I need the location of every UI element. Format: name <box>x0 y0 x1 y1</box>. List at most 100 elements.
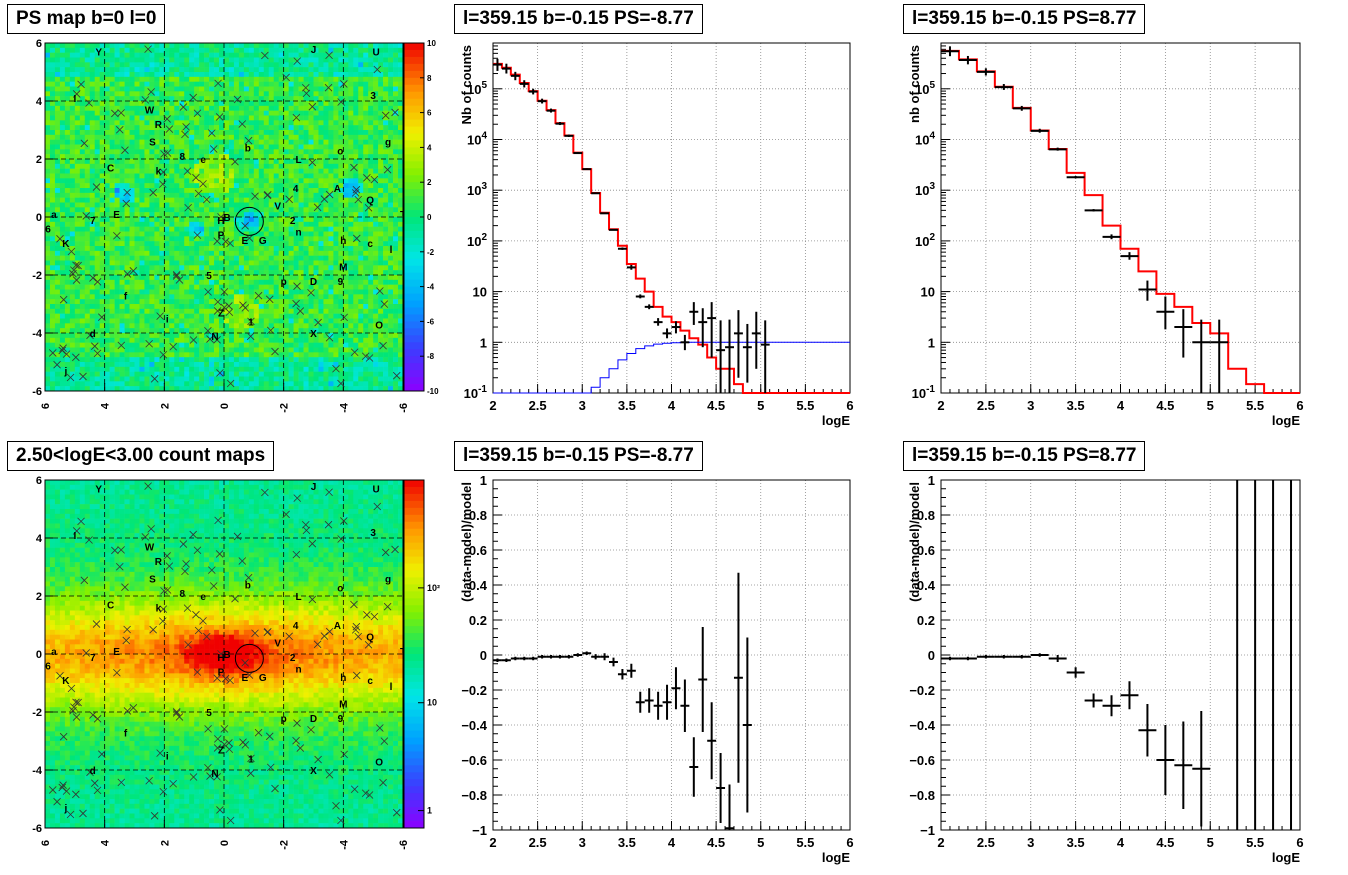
count-map-source-label: 9 <box>338 714 344 725</box>
spectrum-mid-x-tick-label: 4.5 <box>707 398 725 413</box>
count-map-source-cross <box>144 482 152 490</box>
ps-map-colorbar-label: 4 <box>427 143 432 152</box>
count-map-source-label: D <box>310 714 317 725</box>
residual-right-y-tick-label: 0.4 <box>917 578 936 593</box>
ps-map-source-cross <box>204 326 212 335</box>
residual-mid-y-tick-label: −0.8 <box>461 788 487 803</box>
spectrum-mid-x-tick-label: 6 <box>846 398 853 413</box>
ps-map-source-cross <box>194 189 203 198</box>
spectrum-right-y-axis-label: nb of counts <box>907 45 922 123</box>
ps-map-colorbar-cell <box>404 43 424 51</box>
count-map-source-cross <box>72 698 80 707</box>
residual-right-data-point <box>1156 725 1175 795</box>
ps-map-source-cross <box>145 339 153 348</box>
ps-map-colorbar-cell <box>404 314 424 322</box>
ps-map-source-cross <box>324 83 333 92</box>
spectrum-right-y-tick-label: 10 <box>921 285 935 300</box>
ps-map-source-cross <box>251 192 259 201</box>
count-map-source-cross <box>121 583 129 591</box>
count-map-y-tick-label: 2 <box>36 591 42 603</box>
residual-mid-title: l=359.15 b=-0.15 PS=-8.77 <box>454 441 703 471</box>
count-map-source-cross <box>225 739 233 747</box>
count-map-source-cross <box>320 632 329 640</box>
count-map-source-cross <box>209 582 218 590</box>
count-map-source-cross <box>254 728 263 737</box>
count-map-y-tick-label: 0 <box>36 649 42 661</box>
ps-map-source-cross <box>352 234 361 243</box>
ps-map-source-label: b <box>245 143 251 154</box>
residual-mid-data-point <box>716 753 726 823</box>
count-map-source-cross <box>56 672 64 680</box>
residual-mid-y-tick-label: 0.4 <box>469 578 488 593</box>
count-map-source-cross <box>77 517 85 526</box>
count-map-source-cross <box>199 617 207 625</box>
count-map-source-cross <box>265 732 274 741</box>
count-map-source-cross <box>292 736 300 745</box>
residual-right-data-point <box>1012 655 1031 659</box>
count-map-source-cross <box>74 698 82 707</box>
residual-right-y-tick-label: 0.2 <box>917 613 935 628</box>
count-map-x-tick-label: 6 <box>40 840 52 846</box>
residual-right-y-axis-label: (data-model)/model <box>907 482 922 602</box>
ps-map-source-cross <box>80 139 89 148</box>
spectrum-mid-x-axis-label: logE <box>822 413 850 428</box>
ps-map-colorbar-label: -10 <box>427 387 439 396</box>
count-map-source-cross <box>156 749 164 757</box>
ps-map-source-label: a <box>51 210 57 221</box>
count-map-source-label: V <box>274 638 281 649</box>
spectrum-mid-data-point <box>528 88 538 95</box>
count-map-source-cross <box>244 573 253 582</box>
count-map-source-cross <box>145 776 153 785</box>
count-map-colorbar-cell <box>404 779 424 787</box>
count-map-colorbar-cell <box>404 570 424 578</box>
residual-right-data-point <box>1048 655 1067 662</box>
ps-map-colorbar-cell <box>404 258 424 267</box>
count-map-source-cross <box>206 772 214 780</box>
count-map-source-cross <box>122 636 131 645</box>
residual-mid-data-point <box>609 657 618 667</box>
count-map-source-label: j <box>63 804 67 815</box>
count-map-source-cross <box>285 632 293 641</box>
residual-right-data-point <box>1138 704 1157 757</box>
count-map-source-cross <box>115 562 124 571</box>
ps-map-source-cross <box>370 175 379 184</box>
residual-right-y-tick-label: 0.6 <box>917 543 935 558</box>
spectrum-right-title: l=359.15 b=-0.15 PS=8.77 <box>903 4 1146 34</box>
count-map-source-cross <box>98 750 106 758</box>
spectrum-mid-data-point <box>501 63 511 74</box>
count-map-source-cross <box>163 586 172 594</box>
ps-map-source-label: g <box>385 138 391 149</box>
count-map-source-cross <box>340 750 348 759</box>
count-map-source-cross <box>181 567 189 576</box>
count-map-source-label: b <box>245 580 251 591</box>
spectrum-mid-x-tick-label: 2.5 <box>529 398 547 413</box>
residual-mid-data-point <box>573 653 583 657</box>
residual-mid-data-point <box>644 688 654 713</box>
count-map-colorbar-cell <box>404 695 424 704</box>
count-map-colorbar-cell <box>404 807 424 815</box>
count-map-source-cross <box>220 740 229 749</box>
residual-mid-y-tick-label: 0.6 <box>469 543 487 558</box>
count-map-source-cross <box>93 786 102 795</box>
ps-map-source-label: Y <box>95 48 102 59</box>
count-map-source-label: R <box>155 557 163 568</box>
spectrum-mid-data-point <box>733 310 743 378</box>
ps-map-source-cross <box>69 269 77 278</box>
ps-map-source-label: 2 <box>290 216 296 227</box>
count-map-source-cross <box>184 640 192 649</box>
count-map-source-cross <box>379 778 387 787</box>
spectrum-mid-x-tick-label: 5.5 <box>796 398 814 413</box>
residual-mid-data-point <box>689 737 699 797</box>
residual-mid-data-point <box>519 656 529 661</box>
count-map-source-cross <box>179 540 188 548</box>
count-map-colorbar-cell <box>404 758 424 766</box>
count-map-source-cross <box>332 801 340 810</box>
count-map-source-cross <box>92 620 101 628</box>
count-map-source-cross <box>72 713 81 721</box>
residual-right-title: l=359.15 b=-0.15 PS=8.77 <box>903 441 1146 471</box>
count-map-source-label: k <box>156 604 162 615</box>
ps-map-source-label: H <box>217 216 224 227</box>
count-map-colorbar-cell <box>404 619 424 627</box>
count-map-source-label: o <box>337 583 343 594</box>
ps-map-source-cross <box>391 108 399 117</box>
